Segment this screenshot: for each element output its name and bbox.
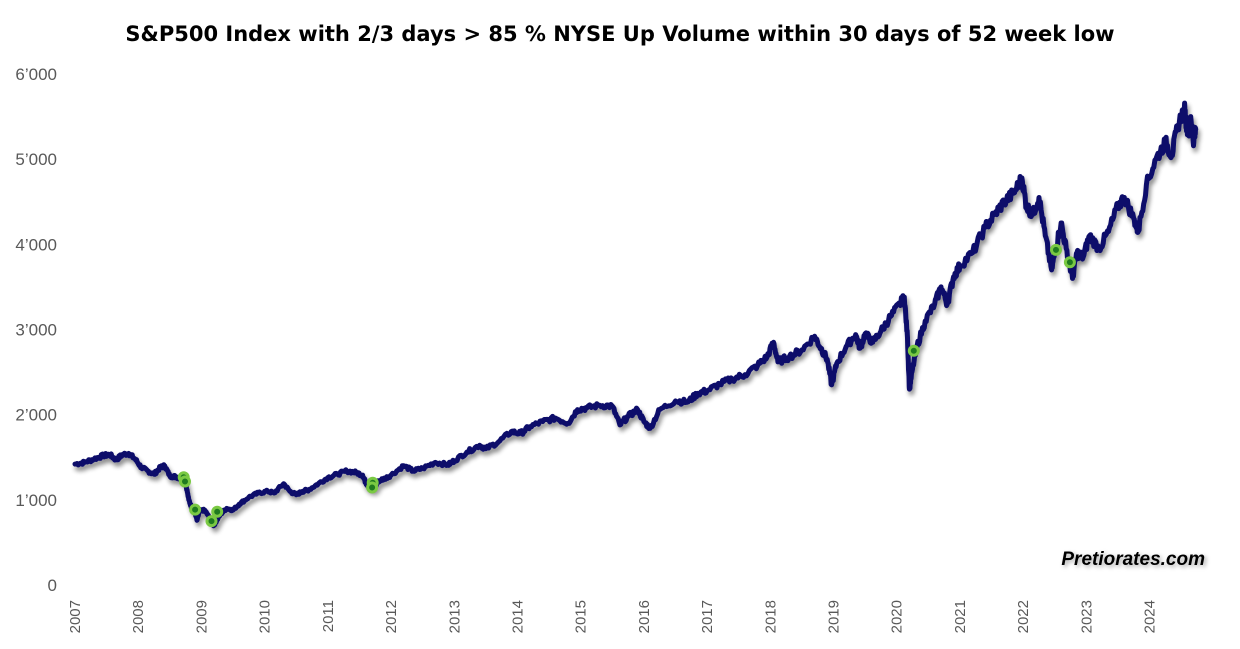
signal-point <box>1063 256 1076 269</box>
y-tick-label: 3’000 <box>15 321 57 340</box>
y-tick-label: 0 <box>48 576 57 595</box>
x-tick-label: 2010 <box>257 600 274 633</box>
x-tick-label: 2007 <box>67 600 84 633</box>
x-tick-label: 2015 <box>573 600 590 633</box>
y-tick-label: 1’000 <box>15 491 57 510</box>
x-tick-label: 2012 <box>383 600 400 633</box>
x-tick-label: 2008 <box>130 600 147 633</box>
y-tick-label: 5’000 <box>15 150 57 169</box>
x-tick-label: 2016 <box>636 600 653 633</box>
x-tick-label: 2019 <box>826 600 843 633</box>
signal-point <box>1050 243 1062 256</box>
signal-point <box>366 481 379 494</box>
signal-markers <box>177 243 1076 528</box>
signal-point <box>211 505 224 518</box>
x-tick-label: 2022 <box>1015 600 1032 633</box>
y-axis-tick-labels: 0 1’000 2’000 3’000 4’000 5’000 6’000 <box>15 65 57 595</box>
x-tick-label: 2021 <box>952 600 969 633</box>
x-axis-tick-labels: 2007 2008 2009 2010 2011 2012 2013 2014 2015 2016… <box>67 600 1159 633</box>
x-tick-label: 2013 <box>446 600 463 633</box>
watermark: Pretiorates.com <box>1061 549 1205 570</box>
signal-point <box>189 503 202 516</box>
x-tick-label: 2009 <box>193 600 210 633</box>
x-tick-label: 2020 <box>889 600 906 633</box>
x-tick-label: 2023 <box>1078 600 1095 633</box>
x-tick-label: 2018 <box>762 600 779 633</box>
x-tick-label: 2011 <box>320 600 337 632</box>
signal-point <box>179 475 191 488</box>
signal-point <box>205 515 218 528</box>
y-tick-label: 2’000 <box>15 406 57 425</box>
x-tick-label: 2024 <box>1142 600 1159 633</box>
chart-title: S&P500 Index with 2/3 days > 85 % NYSE U… <box>125 22 1114 46</box>
y-tick-label: 4’000 <box>15 235 57 254</box>
y-tick-label: 6’000 <box>15 65 57 84</box>
sp500-index-line <box>72 100 1199 529</box>
signal-point <box>907 344 920 357</box>
x-tick-label: 2017 <box>699 600 716 633</box>
x-tick-label: 2014 <box>509 600 526 633</box>
